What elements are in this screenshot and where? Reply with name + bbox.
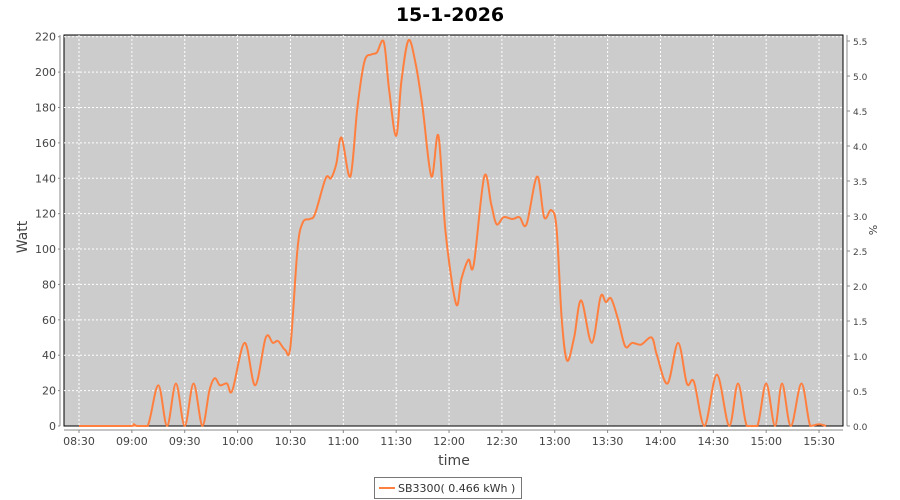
y2-tick-label: 0.0 bbox=[853, 423, 868, 433]
y-tick-label: 100 bbox=[35, 243, 56, 256]
y-tick-label: 200 bbox=[35, 66, 56, 79]
plot-area bbox=[63, 34, 844, 427]
legend: SB3300( 0.466 kWh ) bbox=[374, 477, 523, 499]
y-tick-label: 40 bbox=[42, 349, 56, 362]
x-tick-label: 11:00 bbox=[327, 435, 359, 448]
x-tick-label: 09:30 bbox=[169, 435, 201, 448]
x-tick-label: 10:30 bbox=[275, 435, 307, 448]
x-tick-label: 10:00 bbox=[222, 435, 254, 448]
x-axis-label: time bbox=[438, 453, 470, 469]
x-tick-label: 15:00 bbox=[750, 435, 782, 448]
y2-tick-label: 4.0 bbox=[853, 143, 868, 153]
y2-tick-label: 2.0 bbox=[853, 283, 868, 293]
y2-tick-label: 1.0 bbox=[853, 353, 868, 363]
y-tick-label: 140 bbox=[35, 172, 56, 185]
y2-tick-label: 0.5 bbox=[853, 388, 867, 398]
x-tick-label: 08:30 bbox=[63, 435, 95, 448]
y2-tick-label: 3.5 bbox=[853, 178, 867, 188]
y2-tick-label: 3.0 bbox=[853, 213, 868, 223]
y-tick-label: 180 bbox=[35, 101, 56, 114]
x-tick-label: 13:30 bbox=[592, 435, 624, 448]
legend-label: SB3300( 0.466 kWh ) bbox=[398, 481, 516, 495]
y-tick-label: 60 bbox=[42, 314, 56, 327]
y2-tick-label: 1.5 bbox=[853, 318, 867, 328]
y-tick-label: 80 bbox=[42, 278, 56, 291]
x-tick-label: 12:00 bbox=[433, 435, 465, 448]
y2-tick-label: 4.5 bbox=[853, 108, 867, 118]
x-tick-label: 15:30 bbox=[803, 435, 835, 448]
y-tick-label: 220 bbox=[35, 31, 56, 44]
y2-tick-label: 5.0 bbox=[853, 73, 868, 83]
y2-tick-label: 5.5 bbox=[853, 38, 867, 48]
x-tick-label: 14:30 bbox=[697, 435, 729, 448]
y-tick-label: 0 bbox=[49, 420, 56, 433]
legend-swatch bbox=[379, 487, 395, 489]
y-axis-left: 0 20 40 60 80 100 120 140 160 180 200 220 bbox=[35, 31, 61, 433]
x-tick-label: 12:30 bbox=[486, 435, 518, 448]
x-tick-label: 13:00 bbox=[539, 435, 571, 448]
y-tick-label: 120 bbox=[35, 208, 56, 221]
grid-lines bbox=[64, 35, 843, 426]
series-line-sb3300 bbox=[79, 38, 827, 428]
x-tick-label: 11:30 bbox=[380, 435, 412, 448]
x-tick-label: 14:00 bbox=[645, 435, 677, 448]
y-tick-label: 20 bbox=[42, 385, 56, 398]
y-tick-label: 160 bbox=[35, 137, 56, 150]
chart-title: 15-1-2026 bbox=[396, 4, 504, 26]
y-axis-label: Watt bbox=[15, 220, 31, 253]
x-tick-label: 09:00 bbox=[116, 435, 148, 448]
y2-axis-label: % bbox=[867, 225, 880, 235]
y2-tick-label: 2.5 bbox=[853, 248, 867, 258]
x-axis: 08:30 09:00 09:30 10:00 10:30 11:00 11:30 12:00… bbox=[63, 429, 843, 448]
y-axis-right: 0.0 0.5 1.0 1.5 2.0 2.5 3.0 3.5 4.0 4.5 5.0 5.5 bbox=[846, 35, 868, 433]
